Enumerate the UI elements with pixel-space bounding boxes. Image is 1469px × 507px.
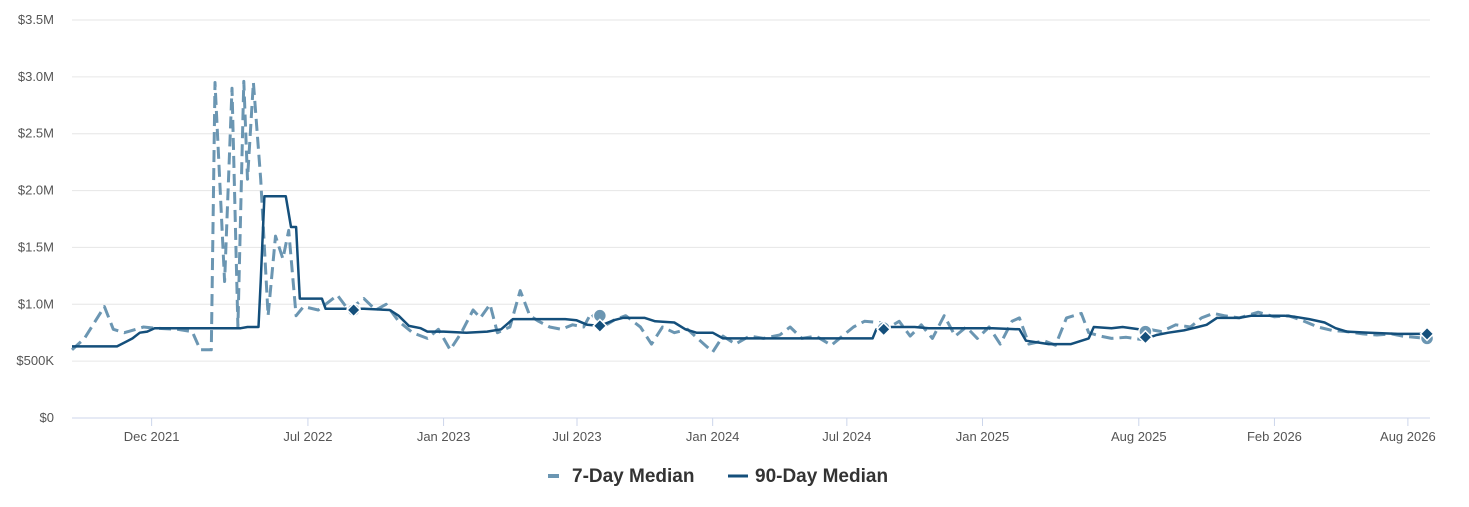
marker-90-day-median[interactable]: [1419, 326, 1435, 342]
grid-lines: [72, 19, 1430, 362]
legend-item-7-day-median[interactable]: 7-Day Median: [548, 466, 694, 487]
x-tick-label: Jul 2023: [552, 429, 601, 444]
x-tick-label: Aug 2026: [1380, 429, 1436, 444]
marker-90-day-median[interactable]: [1137, 329, 1153, 345]
x-tick-label: Jul 2022: [283, 429, 332, 444]
y-tick-label: $1.5M: [18, 239, 54, 254]
y-tick-label: $2.5M: [18, 126, 54, 141]
y-tick-label: $3.0M: [18, 69, 54, 84]
y-tick-label: $0: [40, 410, 54, 425]
x-tick-label: Dec 2021: [124, 429, 180, 444]
y-tick-label: $2.0M: [18, 183, 54, 198]
y-tick-label: $1.0M: [18, 296, 54, 311]
series-markers: [346, 302, 1435, 346]
marker-90-day-median[interactable]: [876, 321, 892, 337]
x-axis: Dec 2021 Jul 2022 Jan 2023 Jul 2023 Jan 2024…: [72, 417, 1436, 444]
x-tick-label: Jul 2024: [822, 429, 871, 444]
y-tick-label: $3.5M: [18, 12, 54, 27]
y-tick-label: $500K: [16, 353, 54, 368]
x-tick-label: Feb 2026: [1247, 429, 1302, 444]
series-lines: [70, 79, 1428, 354]
x-tick-label: Jan 2023: [417, 429, 471, 444]
legend: 7-Day Median 90-Day Median: [548, 466, 888, 487]
x-tick-label: Jan 2025: [956, 429, 1010, 444]
legend-label-90-day-median: 90-Day Median: [755, 466, 888, 487]
series-line-90-day-median[interactable]: [72, 195, 1428, 348]
x-tick-label: Aug 2025: [1111, 429, 1167, 444]
y-axis: $0 $500K $1.0M $1.5M $2.0M $2.5M $3.0M $3.5M: [16, 12, 54, 425]
legend-label-7-day-median: 7-Day Median: [572, 466, 694, 487]
series-line-7-day-median[interactable]: [70, 79, 1428, 354]
legend-item-90-day-median[interactable]: 90-Day Median: [728, 466, 888, 487]
x-tick-label: Jan 2024: [686, 429, 740, 444]
marker-90-day-median[interactable]: [592, 318, 608, 334]
marker-90-day-median[interactable]: [346, 302, 362, 318]
